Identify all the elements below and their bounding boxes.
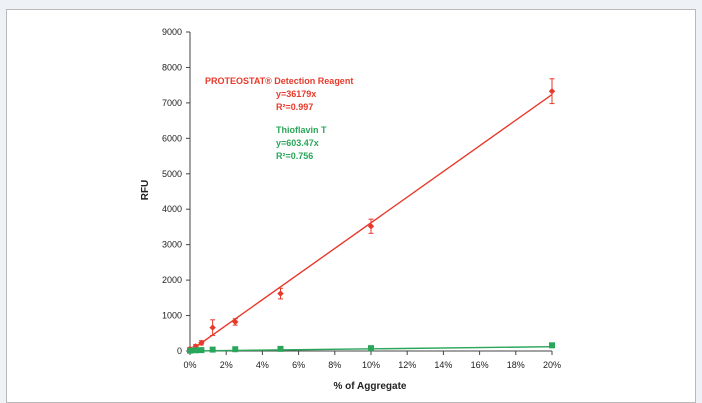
x-tick-label: 20% — [543, 360, 561, 370]
chart-frame — [6, 9, 696, 403]
x-tick-label: 16% — [471, 360, 489, 370]
x-tick-label: 10% — [362, 360, 380, 370]
data-point-series-0 — [198, 339, 205, 347]
x-axis-title: % of Aggregate — [334, 381, 407, 392]
data-markers — [186, 87, 556, 354]
series-1-name: Thioflavin T — [276, 125, 327, 135]
y-tick-label: 6000 — [162, 133, 182, 143]
data-point-series-0 — [232, 318, 239, 326]
series-0-r2: R²=0.997 — [276, 102, 313, 112]
data-point-series-1 — [368, 345, 374, 352]
data-point-series-1 — [232, 346, 239, 353]
x-tick-label: 18% — [507, 360, 525, 370]
data-point-series-1 — [187, 347, 193, 354]
series-1-equation: y=603.47x — [276, 138, 319, 148]
y-ticks: 0 1000 2000 3000 4000 5000 6000 7000 8000 9000 — [162, 27, 190, 356]
data-point-series-0 — [367, 223, 375, 230]
data-point-series-1 — [192, 347, 199, 354]
y-tick-label: 1000 — [162, 311, 182, 321]
y-axis-title: RFU — [140, 180, 151, 201]
y-tick-label: 2000 — [162, 275, 182, 285]
x-tick-label: 8% — [328, 360, 341, 370]
x-tick-label: 6% — [292, 360, 305, 370]
x-ticks: 0% 2% 4% 6% 8% 10% 12% 14% 16% 18% 20% — [183, 351, 561, 370]
y-tick-label: 7000 — [162, 98, 182, 108]
y-tick-label: 8000 — [162, 62, 182, 72]
data-point-series-0 — [209, 324, 216, 331]
x-tick-label: 2% — [220, 360, 233, 370]
y-tick-label: 5000 — [162, 169, 182, 179]
y-tick-label: 4000 — [162, 204, 182, 214]
y-tick-label: 9000 — [162, 27, 182, 37]
x-tick-label: 4% — [256, 360, 269, 370]
data-point-series-1 — [198, 347, 205, 354]
data-point-series-0 — [548, 87, 556, 95]
data-point-series-1 — [277, 345, 284, 352]
series-0-name: PROTEOSTAT® Detection Reagent — [205, 76, 353, 86]
y-tick-label: 3000 — [162, 240, 182, 250]
annotation-proteostat: PROTEOSTAT® Detection Reagent y=36179x R… — [205, 76, 353, 112]
data-point-series-0 — [277, 290, 284, 297]
x-tick-label: 0% — [183, 360, 196, 370]
data-point-series-1 — [209, 346, 216, 353]
series-1-r2: R²=0.756 — [276, 151, 313, 161]
y-tick-label: 0 — [177, 346, 182, 356]
series-0-equation: y=36179x — [276, 89, 316, 99]
x-tick-label: 12% — [398, 360, 416, 370]
data-point-series-1 — [549, 342, 555, 349]
x-tick-label: 14% — [434, 360, 452, 370]
error-bars — [187, 78, 555, 352]
annotation-thioflavin: Thioflavin T y=603.47x R²=0.756 — [276, 125, 327, 161]
